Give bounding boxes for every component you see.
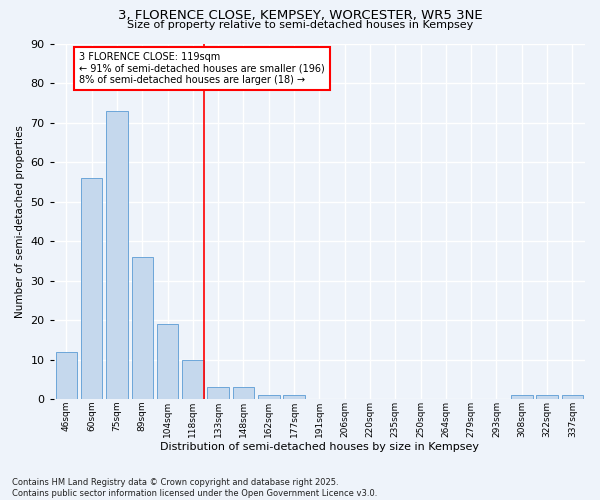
Text: 3, FLORENCE CLOSE, KEMPSEY, WORCESTER, WR5 3NE: 3, FLORENCE CLOSE, KEMPSEY, WORCESTER, W… [118,9,482,22]
Bar [56,352,77,399]
Bar [106,111,128,399]
Bar [208,388,229,399]
Bar [258,395,280,399]
Bar [511,395,533,399]
Text: Size of property relative to semi-detached houses in Kempsey: Size of property relative to semi-detach… [127,20,473,30]
Bar [131,257,153,399]
Bar [233,388,254,399]
Text: Contains HM Land Registry data © Crown copyright and database right 2025.
Contai: Contains HM Land Registry data © Crown c… [12,478,377,498]
Bar [562,395,583,399]
Text: 3 FLORENCE CLOSE: 119sqm
← 91% of semi-detached houses are smaller (196)
8% of s: 3 FLORENCE CLOSE: 119sqm ← 91% of semi-d… [79,52,325,85]
Bar [157,324,178,399]
Bar [182,360,203,399]
Bar [536,395,558,399]
Y-axis label: Number of semi-detached properties: Number of semi-detached properties [15,125,25,318]
X-axis label: Distribution of semi-detached houses by size in Kempsey: Distribution of semi-detached houses by … [160,442,479,452]
Bar [81,178,103,399]
Bar [283,395,305,399]
